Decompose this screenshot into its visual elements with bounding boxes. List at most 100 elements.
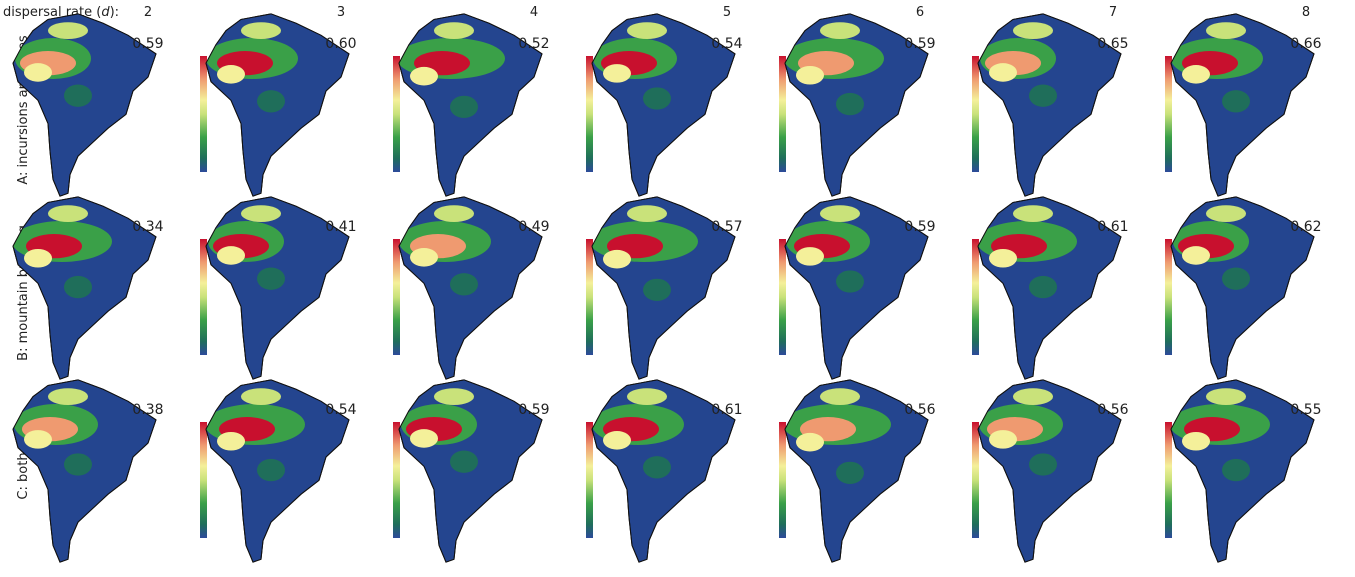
column-label: 8	[1302, 5, 1310, 20]
region	[241, 388, 281, 405]
score: 0.61	[1097, 219, 1128, 235]
score: 0.56	[904, 402, 935, 418]
region	[434, 205, 474, 222]
column-label: 2	[144, 5, 152, 20]
region	[643, 456, 671, 478]
colorbar	[586, 239, 593, 355]
colorbar	[200, 239, 207, 355]
region	[820, 205, 860, 222]
region	[1013, 205, 1053, 222]
region	[643, 87, 671, 109]
region	[989, 430, 1017, 449]
figure: dispersal rate (d): 2345678A: incursions…	[0, 0, 1355, 573]
region	[627, 388, 667, 405]
region	[836, 270, 864, 292]
colorbar	[1165, 239, 1172, 355]
region	[48, 388, 88, 405]
colorbar	[779, 239, 786, 355]
region	[627, 22, 667, 39]
colorbar	[779, 56, 786, 172]
colorbar	[393, 239, 400, 355]
region	[643, 279, 671, 301]
region	[820, 388, 860, 405]
score: 0.54	[325, 402, 356, 418]
region	[1029, 85, 1057, 107]
score: 0.49	[518, 219, 549, 235]
score: 0.41	[325, 219, 356, 235]
region	[217, 432, 245, 451]
score: 0.59	[904, 36, 935, 52]
score: 0.65	[1097, 36, 1128, 52]
region	[1182, 65, 1210, 84]
score: 0.61	[711, 402, 742, 418]
colorbar	[586, 422, 593, 538]
region	[410, 248, 438, 267]
column-label: 6	[916, 5, 924, 20]
region	[410, 67, 438, 86]
region	[603, 64, 631, 83]
score: 0.57	[711, 219, 742, 235]
colorbar	[1165, 422, 1172, 538]
region	[989, 249, 1017, 268]
region	[217, 65, 245, 84]
colorbar	[779, 422, 786, 538]
region	[64, 85, 92, 107]
colorbar	[1165, 56, 1172, 172]
colorbar	[972, 239, 979, 355]
colorbar	[200, 56, 207, 172]
region	[796, 66, 824, 85]
region	[1182, 432, 1210, 451]
region	[217, 246, 245, 265]
region	[1222, 90, 1250, 112]
region	[257, 90, 285, 112]
region	[450, 96, 478, 118]
region	[64, 453, 92, 475]
score: 0.66	[1290, 36, 1321, 52]
region	[434, 22, 474, 39]
region	[1222, 268, 1250, 290]
region	[257, 459, 285, 481]
score: 0.62	[1290, 219, 1321, 235]
region	[603, 431, 631, 450]
region	[434, 388, 474, 405]
column-label: 4	[530, 5, 538, 20]
score: 0.38	[132, 402, 163, 418]
score: 0.59	[518, 402, 549, 418]
column-label: 3	[337, 5, 345, 20]
region	[1206, 388, 1246, 405]
row-label: C: both	[16, 452, 31, 499]
region	[796, 433, 824, 452]
region	[48, 205, 88, 222]
region	[24, 63, 52, 82]
region	[24, 430, 52, 449]
region	[64, 276, 92, 298]
region	[836, 462, 864, 484]
region	[241, 205, 281, 222]
region	[1013, 388, 1053, 405]
region	[48, 22, 88, 39]
region	[24, 249, 52, 268]
region	[1206, 205, 1246, 222]
region	[450, 273, 478, 295]
region	[627, 205, 667, 222]
region	[603, 250, 631, 269]
score: 0.59	[904, 219, 935, 235]
score: 0.52	[518, 36, 549, 52]
colorbar	[586, 56, 593, 172]
region	[1206, 22, 1246, 39]
colorbar	[972, 422, 979, 538]
region	[257, 268, 285, 290]
region	[1182, 246, 1210, 265]
region	[410, 429, 438, 448]
region	[1029, 276, 1057, 298]
region	[1222, 459, 1250, 481]
score: 0.56	[1097, 402, 1128, 418]
region	[241, 22, 281, 39]
region	[820, 22, 860, 39]
score: 0.59	[132, 36, 163, 52]
colorbar	[200, 422, 207, 538]
colorbar	[393, 56, 400, 172]
region	[450, 451, 478, 473]
region	[836, 93, 864, 115]
region	[989, 63, 1017, 82]
